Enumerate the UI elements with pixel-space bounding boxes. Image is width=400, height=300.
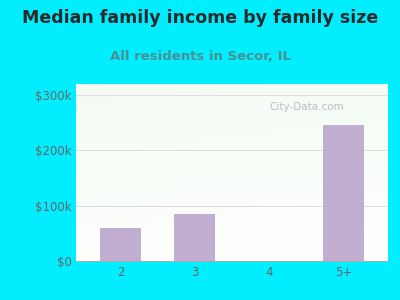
- Bar: [174, 214, 215, 261]
- Bar: [100, 228, 141, 261]
- Text: Median family income by family size: Median family income by family size: [22, 9, 378, 27]
- Text: All residents in Secor, IL: All residents in Secor, IL: [110, 50, 290, 62]
- Bar: [323, 125, 364, 261]
- Text: City-Data.com: City-Data.com: [270, 102, 344, 112]
